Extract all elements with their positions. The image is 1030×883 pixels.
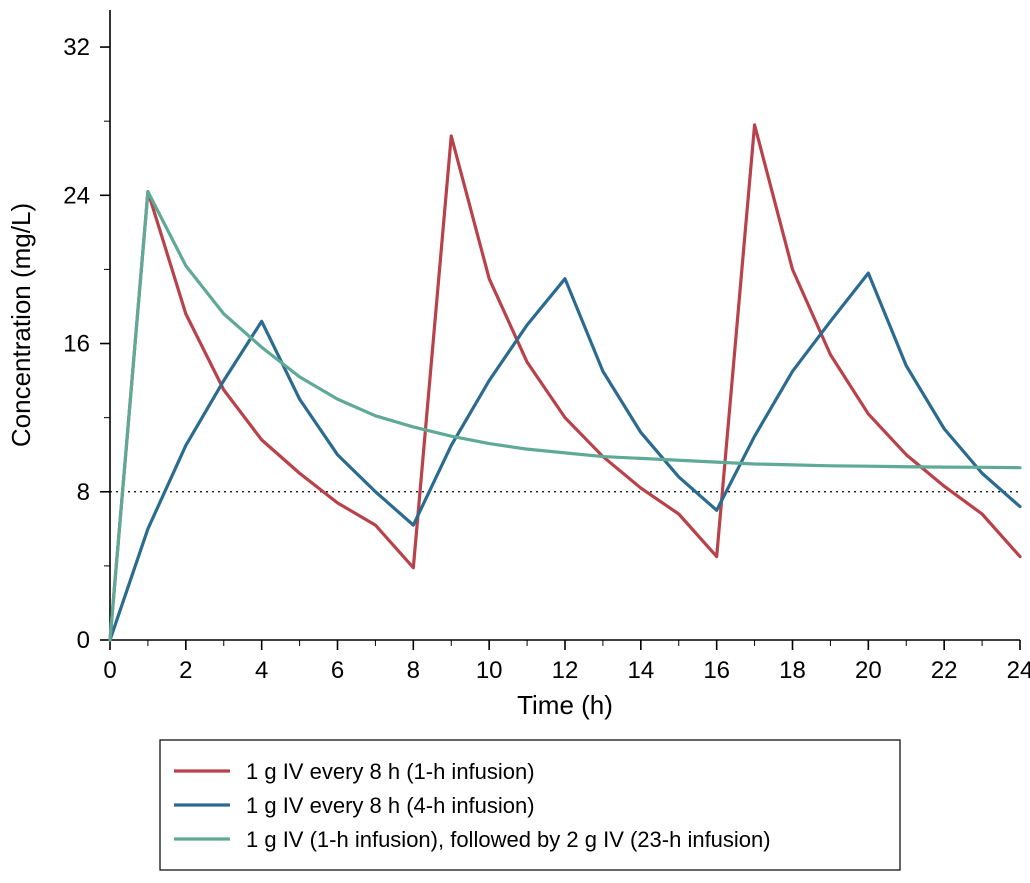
x-tick-label: 20 — [855, 657, 882, 684]
x-axis-label: Time (h) — [517, 690, 613, 720]
y-tick-label: 24 — [63, 182, 90, 209]
x-tick-label: 12 — [552, 657, 579, 684]
x-tick-label: 2 — [179, 657, 192, 684]
concentration-time-chart: 02468101214161820222408162432 Concentrat… — [0, 0, 1030, 883]
legend: 1 g IV every 8 h (1-h infusion) 1 g IV ev… — [160, 740, 900, 870]
legend-label-2: 1 g IV (1-h infusion), followed by 2 g I… — [246, 827, 771, 852]
x-tick-label: 14 — [627, 657, 654, 684]
y-axis-label: Concentration (mg/L) — [6, 203, 36, 447]
y-tick-label: 0 — [77, 627, 90, 654]
y-tick-label: 16 — [63, 331, 90, 358]
x-tick-label: 6 — [331, 657, 344, 684]
series-line-1 — [110, 273, 1020, 640]
legend-label-0: 1 g IV every 8 h (1-h infusion) — [246, 759, 535, 784]
legend-label-1: 1 g IV every 8 h (4-h infusion) — [246, 793, 535, 818]
chart-axes: 02468101214161820222408162432 — [63, 10, 1030, 684]
y-tick-label: 8 — [77, 479, 90, 506]
x-tick-label: 18 — [779, 657, 806, 684]
x-tick-label: 0 — [103, 657, 116, 684]
y-tick-label: 32 — [63, 34, 90, 61]
x-tick-label: 4 — [255, 657, 268, 684]
x-tick-label: 16 — [703, 657, 730, 684]
chart-series — [110, 125, 1020, 640]
x-tick-label: 10 — [476, 657, 503, 684]
x-tick-label: 22 — [931, 657, 958, 684]
series-line-0 — [110, 125, 1020, 640]
x-tick-label: 24 — [1007, 657, 1030, 684]
x-tick-label: 8 — [407, 657, 420, 684]
